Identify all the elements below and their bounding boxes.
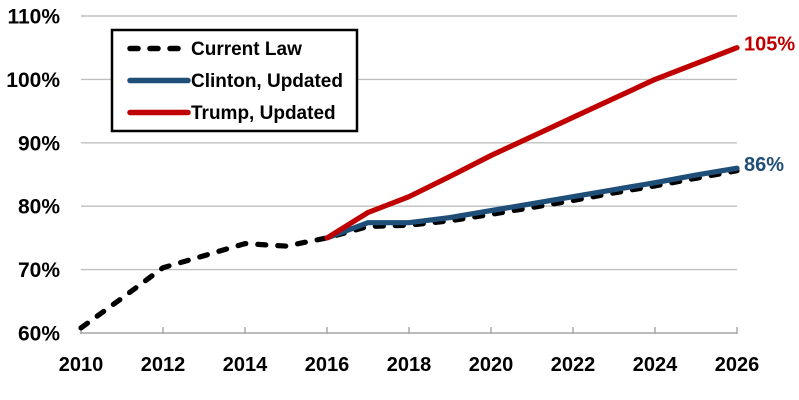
legend-clinton-label: Clinton, Updated bbox=[191, 71, 343, 92]
series-line-trump-updated bbox=[324, 45, 740, 241]
x-axis bbox=[80, 327, 738, 334]
series-line-clinton-updated bbox=[324, 165, 740, 241]
x-tick-label-2012: 2012 bbox=[141, 354, 186, 376]
legend-current-law-label: Current Law bbox=[191, 39, 302, 60]
trump-end-value-label: 105% bbox=[744, 34, 795, 56]
y-tick-label-100: 100% bbox=[6, 69, 60, 92]
x-tick-label-2020: 2020 bbox=[469, 354, 514, 376]
x-tick-label-2014: 2014 bbox=[223, 354, 268, 376]
x-tick-label-2016: 2016 bbox=[305, 354, 350, 376]
legend-trump-label: Trump, Updated bbox=[191, 103, 336, 124]
y-tick-label-80: 80% bbox=[18, 196, 60, 219]
x-tick-label-2010: 2010 bbox=[59, 354, 104, 376]
x-tick-label-2018: 2018 bbox=[387, 354, 432, 376]
x-tick-label-2026: 2026 bbox=[715, 354, 760, 376]
x-tick-label-2022: 2022 bbox=[551, 354, 596, 376]
series-line-current-law bbox=[78, 168, 740, 331]
y-tick-label-70: 70% bbox=[18, 259, 60, 282]
x-tick-label-2024: 2024 bbox=[633, 354, 678, 376]
clinton-end-value-label: 86% bbox=[744, 154, 784, 176]
series-lines bbox=[78, 45, 740, 331]
legend: Current Law Clinton, Updated Trump, Upda… bbox=[110, 28, 359, 133]
y-axis-labels: 60% 70% 80% 90% 100% 110% bbox=[6, 6, 60, 346]
y-tick-label-90: 90% bbox=[18, 132, 60, 155]
x-axis-labels: 2010 2012 2014 2016 2018 2020 2022 2024 … bbox=[59, 354, 760, 376]
y-tick-label-60: 60% bbox=[18, 323, 60, 346]
y-tick-label-110: 110% bbox=[7, 6, 60, 29]
series-end-labels: 105% 86% bbox=[744, 34, 795, 176]
